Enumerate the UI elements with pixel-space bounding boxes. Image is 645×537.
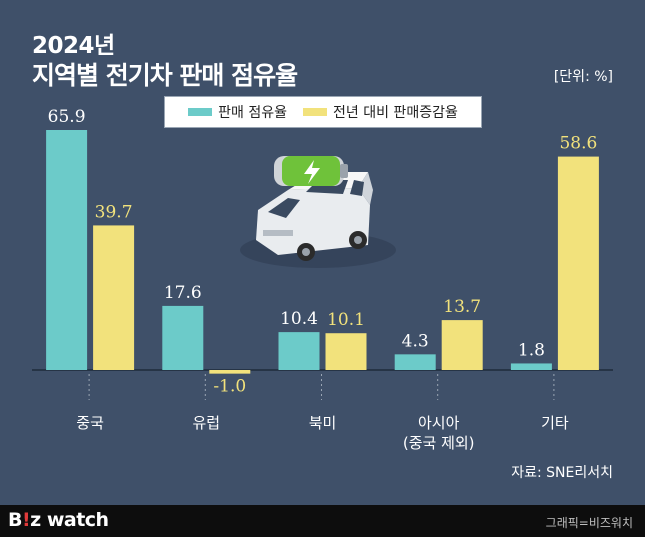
value-label-share-1: 17.6	[164, 283, 202, 303]
unit-label: [단위: %]	[553, 69, 613, 85]
bar-growth-3	[441, 320, 483, 370]
bar-growth-4	[557, 156, 599, 370]
legend-label-growth: 전년 대비 판매증감율	[333, 105, 458, 121]
bars-group	[32, 130, 613, 374]
source-note: 자료: SNE리서치	[511, 465, 613, 481]
electric-car-icon	[240, 156, 396, 268]
legend-label-share: 판매 점유율	[218, 105, 288, 121]
value-label-growth-4: 58.6	[559, 134, 597, 154]
category-label-1: 유럽	[192, 414, 220, 432]
category-label-0: 중국	[76, 414, 104, 432]
value-label-growth-0: 39.7	[95, 202, 133, 222]
legend-item-growth: 전년 대비 판매증감율	[303, 102, 458, 122]
category-labels-group: 중국 유럽 북미 아시아 (중국 제외) 기타	[76, 374, 569, 452]
bar-share-3	[394, 354, 436, 370]
value-label-growth-3: 13.7	[443, 297, 481, 317]
value-labels-group: 65.9 39.7 17.6 -1.0 10.4 10.1 4.3 13.7 1.8 58.6	[48, 107, 598, 397]
bar-share-1	[162, 305, 204, 370]
bar-growth-2	[325, 333, 367, 370]
bar-share-0	[46, 130, 88, 370]
graphic-credit: 그래픽=비즈워치	[545, 516, 633, 530]
legend-item-share: 판매 점유율	[188, 102, 287, 122]
category-label-3-0: 아시아	[418, 414, 460, 432]
category-label-4: 기타	[541, 414, 569, 432]
bar-growth-0	[93, 225, 135, 370]
bar-chart: 65.9 39.7 17.6 -1.0 10.4 10.1 4.3 13.7 1.8 58.6 중…	[32, 107, 613, 452]
footer-bar: B!z watch 그래픽=비즈워치	[0, 505, 645, 537]
category-label-2: 북미	[309, 414, 337, 432]
bizwatch-logo: B!z watch	[8, 509, 109, 531]
value-label-growth-2: 10.1	[327, 310, 365, 330]
bar-share-4	[510, 363, 552, 370]
legend-swatch-growth	[303, 108, 328, 116]
value-label-share-0: 65.9	[48, 107, 86, 127]
chart-year: 2024년	[32, 33, 115, 59]
value-label-share-4: 1.8	[518, 340, 545, 360]
legend-swatch-share	[188, 108, 213, 116]
value-label-growth-1: -1.0	[213, 377, 246, 397]
value-label-share-3: 4.3	[402, 331, 429, 351]
legend: 판매 점유율 전년 대비 판매증감율	[164, 96, 482, 128]
category-label-3-1: (중국 제외)	[403, 434, 475, 452]
bar-growth-1	[209, 370, 251, 374]
bar-share-2	[278, 332, 320, 370]
chart-title: 지역별 전기차 판매 점유율	[32, 61, 298, 90]
value-label-share-2: 10.4	[280, 309, 318, 329]
